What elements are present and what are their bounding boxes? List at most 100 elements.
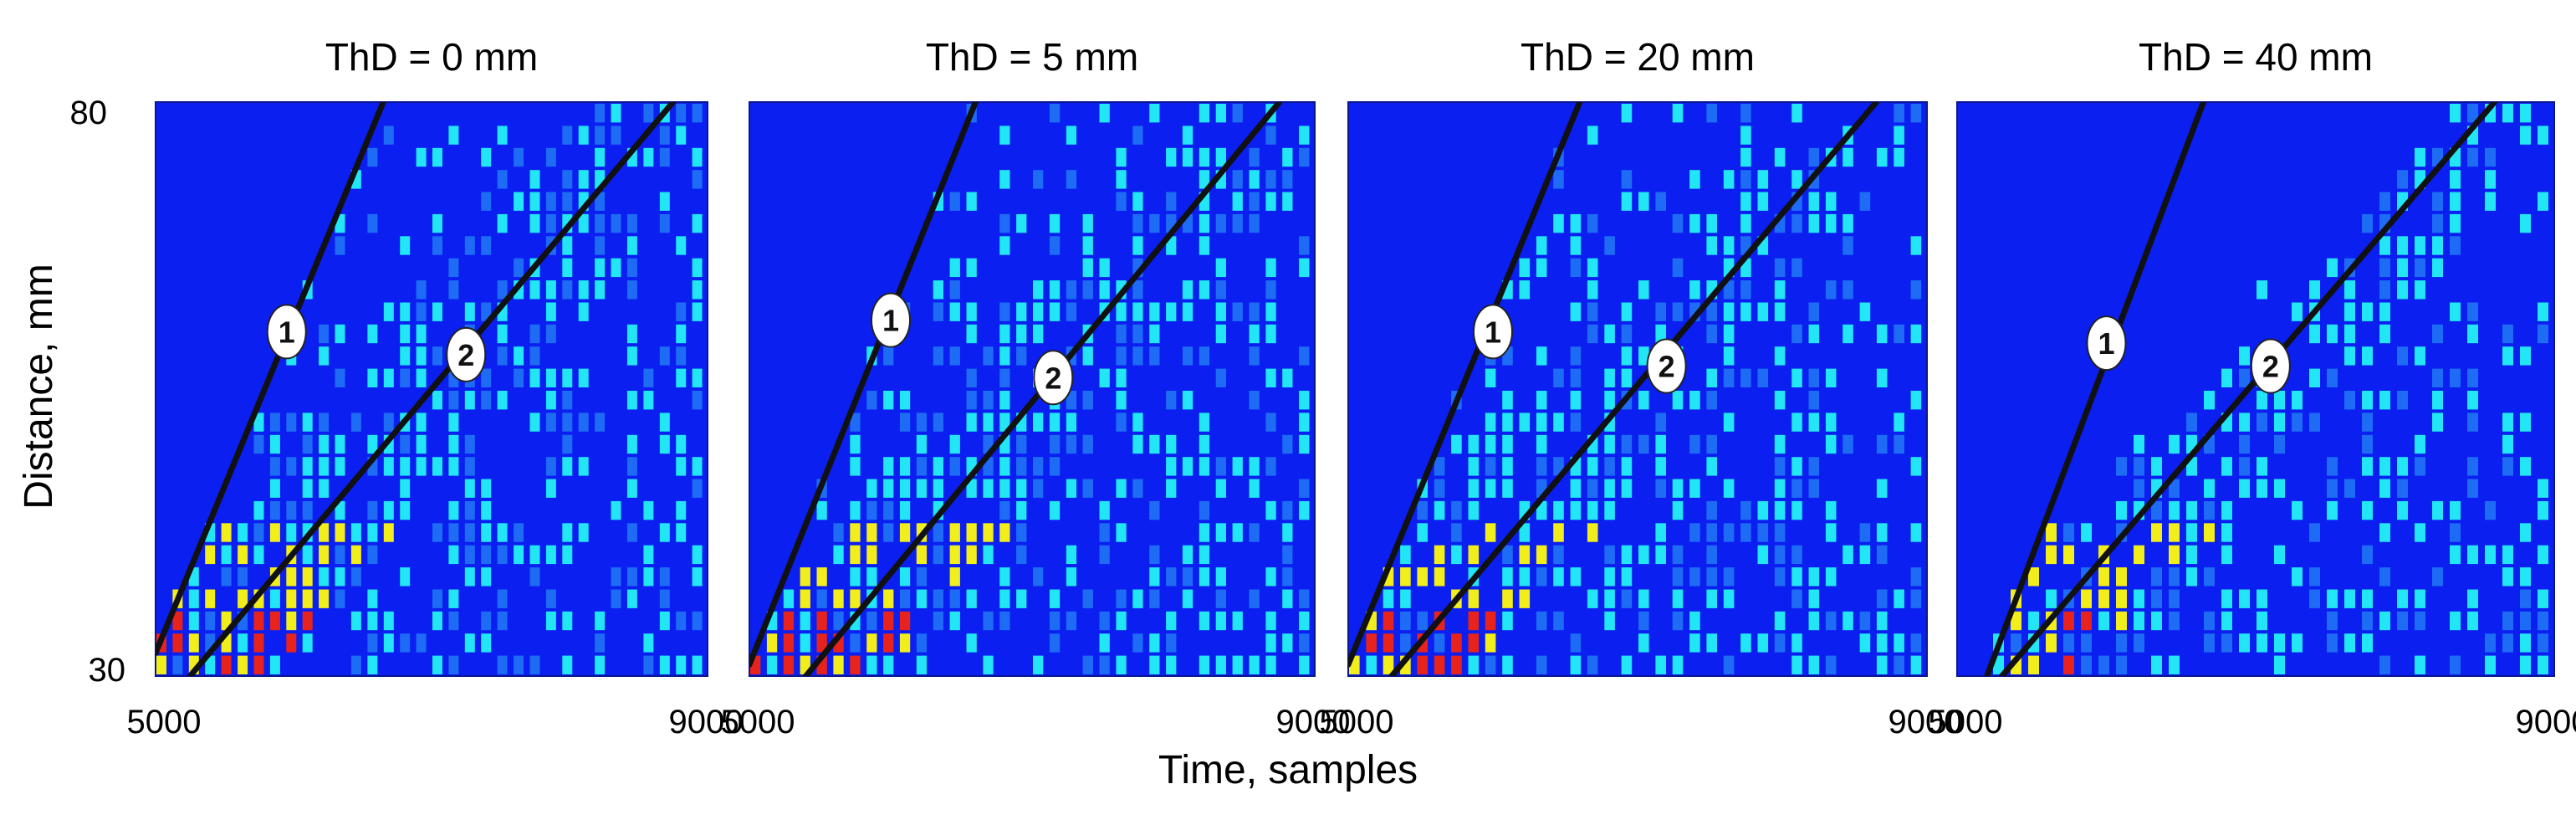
heatmap-cell — [1049, 633, 1061, 653]
heatmap-cell — [983, 412, 994, 432]
heatmap-cell — [2134, 633, 2144, 653]
heatmap-cell — [1066, 479, 1077, 498]
heatmap-cell — [966, 479, 977, 498]
heatmap-cell — [833, 523, 844, 542]
heatmap-cell — [1910, 104, 1922, 123]
heatmap-cell — [1249, 147, 1260, 167]
heatmap-cell — [286, 589, 297, 608]
heatmap-cell — [448, 457, 459, 476]
heatmap-cell — [2467, 302, 2478, 321]
heatmap-cell — [2362, 611, 2373, 631]
heatmap-cell — [1383, 611, 1394, 631]
heatmap-cell — [1049, 457, 1061, 476]
heatmap-cell — [1604, 567, 1615, 587]
heatmap-cell — [1910, 236, 1922, 255]
heatmap-cell — [302, 611, 313, 631]
heatmap-cell — [2116, 589, 2127, 608]
heatmap-cell — [1249, 589, 1260, 608]
heatmap-cell — [676, 655, 687, 674]
arrival-lines — [1348, 102, 1879, 676]
heatmap-cell — [562, 368, 573, 387]
heatmap-cell — [2502, 324, 2513, 344]
heatmap-cell — [1434, 567, 1445, 587]
heatmap-cell — [692, 280, 703, 300]
heatmap-cell — [2502, 104, 2513, 123]
heatmap-cell — [1265, 412, 1276, 432]
heatmap-cell — [545, 545, 556, 565]
heatmap-cell — [1299, 611, 1310, 631]
heatmap-cell — [2046, 523, 2057, 542]
heatmap-cell — [1553, 567, 1564, 587]
heatmap-cell — [2502, 346, 2513, 366]
heatmap-cell — [1791, 170, 1802, 189]
heatmap-cell — [1740, 170, 1751, 189]
heatmap-cell — [1808, 368, 1820, 387]
heatmap-cell — [2169, 545, 2180, 565]
line-marker-1 — [1473, 304, 1513, 360]
heatmap-cell — [1604, 324, 1615, 344]
heatmap-cell — [999, 346, 1010, 366]
heatmap-cell — [562, 611, 573, 631]
heatmap-cell — [949, 434, 960, 454]
heatmap-cell — [783, 611, 795, 631]
heatmap-cell — [1689, 523, 1700, 542]
heatmap-cell — [611, 104, 621, 123]
heatmap-cell — [1587, 258, 1598, 278]
heatmap-cell — [949, 280, 960, 300]
heatmap-cell — [2415, 611, 2425, 631]
heatmap-cell — [497, 324, 508, 344]
heatmap-cell — [1149, 324, 1160, 344]
heatmap-cell — [659, 567, 670, 587]
heatmap-cell — [850, 545, 861, 565]
heatmap-cell — [2292, 391, 2303, 410]
heatmap-cell — [1587, 523, 1598, 542]
heatmap-cell — [659, 192, 670, 211]
heatmap-cell — [1249, 324, 1260, 344]
heatmap-cell — [400, 236, 411, 255]
heatmap-cell — [1740, 280, 1751, 300]
heatmap-cell — [156, 655, 166, 674]
heatmap-cell — [1434, 479, 1445, 498]
heatmap-cell — [1299, 391, 1310, 410]
heatmap-cell — [1843, 147, 1853, 167]
heatmap-cell — [1570, 213, 1582, 233]
panel-2: ThD = 20 mm 1 2 5000 9000 — [1320, 35, 1963, 740]
heatmap-cell — [1451, 434, 1462, 454]
heatmap-cell — [2327, 457, 2338, 476]
heatmap-cell — [595, 280, 606, 300]
heatmap-cell — [2450, 611, 2461, 631]
heatmap-cell — [2397, 258, 2408, 278]
heatmap-cell — [2274, 434, 2285, 454]
heatmap-cell — [367, 633, 378, 653]
heatmap-cell — [1016, 589, 1027, 608]
heatmap-cell — [1199, 147, 1210, 167]
heatmap-cell — [1166, 611, 1177, 631]
x-tick-end: 9000 — [669, 704, 744, 740]
heatmap-cell — [2397, 457, 2408, 476]
heatmap-cell — [626, 213, 637, 233]
heatmap-cell — [2098, 655, 2109, 674]
heatmap-cell — [221, 655, 232, 674]
heatmap-cell — [1282, 192, 1293, 211]
heatmap-cell — [1672, 611, 1684, 631]
heatmap-cell — [1282, 434, 1293, 454]
heatmap-cell — [659, 434, 670, 454]
heatmap-cell — [400, 302, 411, 321]
heatmap-cell — [2274, 655, 2285, 674]
y-tick-30: 30 — [89, 652, 126, 689]
heatmap-cell — [2450, 500, 2461, 520]
heatmap-cell — [2432, 368, 2443, 387]
heatmap-cell — [367, 611, 378, 631]
heatmap-cell — [983, 655, 994, 674]
heatmap-cell — [1621, 170, 1633, 189]
heatmap-cell — [949, 258, 960, 278]
heatmap-cell — [448, 280, 459, 300]
heatmap-cell — [966, 589, 977, 608]
heatmap-cell — [1132, 236, 1143, 255]
heatmap-cell — [966, 302, 977, 321]
heatmap-cell — [1502, 567, 1513, 587]
heatmap-cell — [1199, 236, 1210, 255]
heatmap-cell — [2485, 170, 2496, 189]
heatmap-cell — [2362, 500, 2373, 520]
heatmap-cell — [1536, 655, 1547, 674]
